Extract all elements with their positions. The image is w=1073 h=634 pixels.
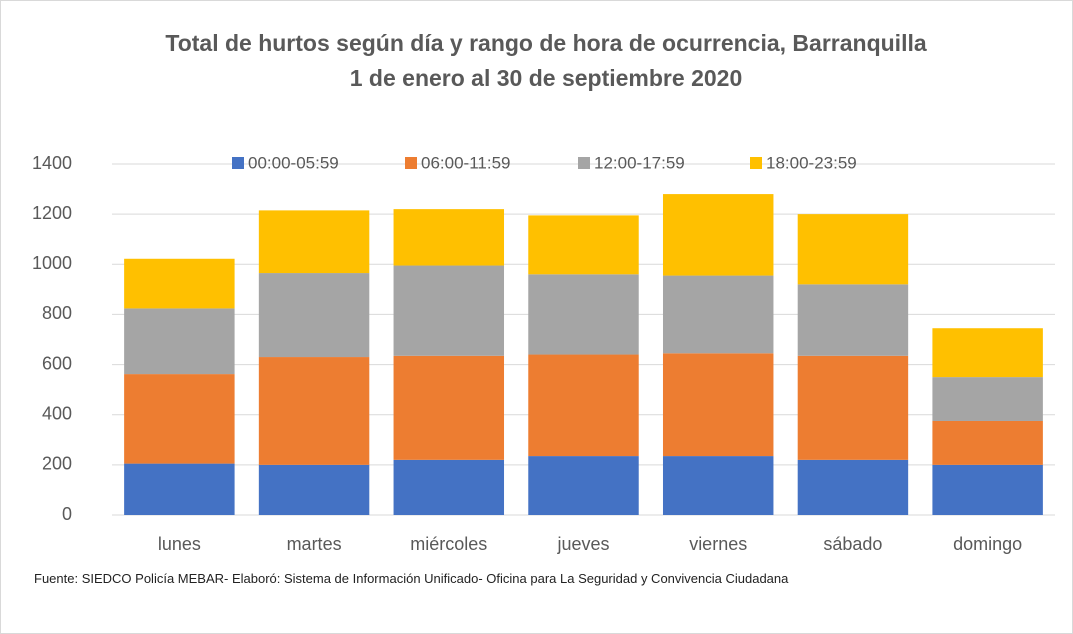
x-tick-label: martes [287, 534, 342, 554]
bar-segment [797, 355, 909, 460]
source-note: Fuente: SIEDCO Policía MEBAR- Elaboró: S… [34, 571, 789, 586]
x-tick-label: jueves [556, 534, 609, 554]
x-tick-label: domingo [953, 534, 1022, 554]
bar-segment [124, 463, 235, 515]
bar-segment [932, 377, 1043, 421]
x-tick-label: lunes [158, 534, 201, 554]
bar-segment [932, 464, 1043, 515]
bar-segment [258, 464, 370, 515]
bar-segment [528, 274, 639, 355]
legend-swatch [750, 157, 762, 169]
legend-label: 18:00-23:59 [766, 153, 857, 172]
bar-segment [528, 354, 639, 457]
bar-segment [393, 265, 505, 356]
y-tick-label: 1400 [32, 153, 72, 173]
y-tick-label: 0 [62, 504, 72, 524]
bar-segment [662, 275, 774, 354]
bar-segment [124, 258, 235, 309]
legend-swatch [405, 157, 417, 169]
bar-segment [393, 355, 505, 460]
bar-segment [932, 420, 1043, 465]
bar-segment [258, 210, 370, 274]
x-tick-label: viernes [689, 534, 747, 554]
y-tick-label: 400 [42, 403, 72, 423]
bar-segment [662, 353, 774, 457]
y-tick-label: 600 [42, 353, 72, 373]
bar-segment [797, 214, 909, 285]
bar-segment [932, 328, 1043, 378]
legend-label: 00:00-05:59 [248, 153, 339, 172]
y-tick-label: 1000 [32, 253, 72, 273]
legend-swatch [232, 157, 244, 169]
chart-subtitle: 1 de enero al 30 de septiembre 2020 [350, 65, 742, 91]
bar-segment [662, 194, 774, 276]
bar-segment [258, 357, 370, 465]
bar-segment [528, 456, 639, 515]
bar-segment [528, 215, 639, 275]
legend-label: 06:00-11:59 [421, 153, 510, 172]
bar-segment [124, 374, 235, 464]
bar-segment [393, 459, 505, 515]
bar-segment [258, 273, 370, 358]
bar-segment [662, 456, 774, 515]
x-tick-label: sábado [823, 534, 882, 554]
y-tick-label: 800 [42, 303, 72, 323]
x-tick-label: miércoles [410, 534, 487, 554]
legend-label: 12:00-17:59 [594, 153, 685, 172]
y-tick-label: 1200 [32, 203, 72, 223]
bar-segment [393, 209, 505, 266]
bar-segment [797, 284, 909, 356]
chart-title: Total de hurtos según día y rango de hor… [165, 30, 926, 56]
bar-segment [797, 459, 909, 515]
legend-swatch [578, 157, 590, 169]
bar-segment [124, 308, 235, 375]
y-tick-label: 200 [42, 454, 72, 474]
